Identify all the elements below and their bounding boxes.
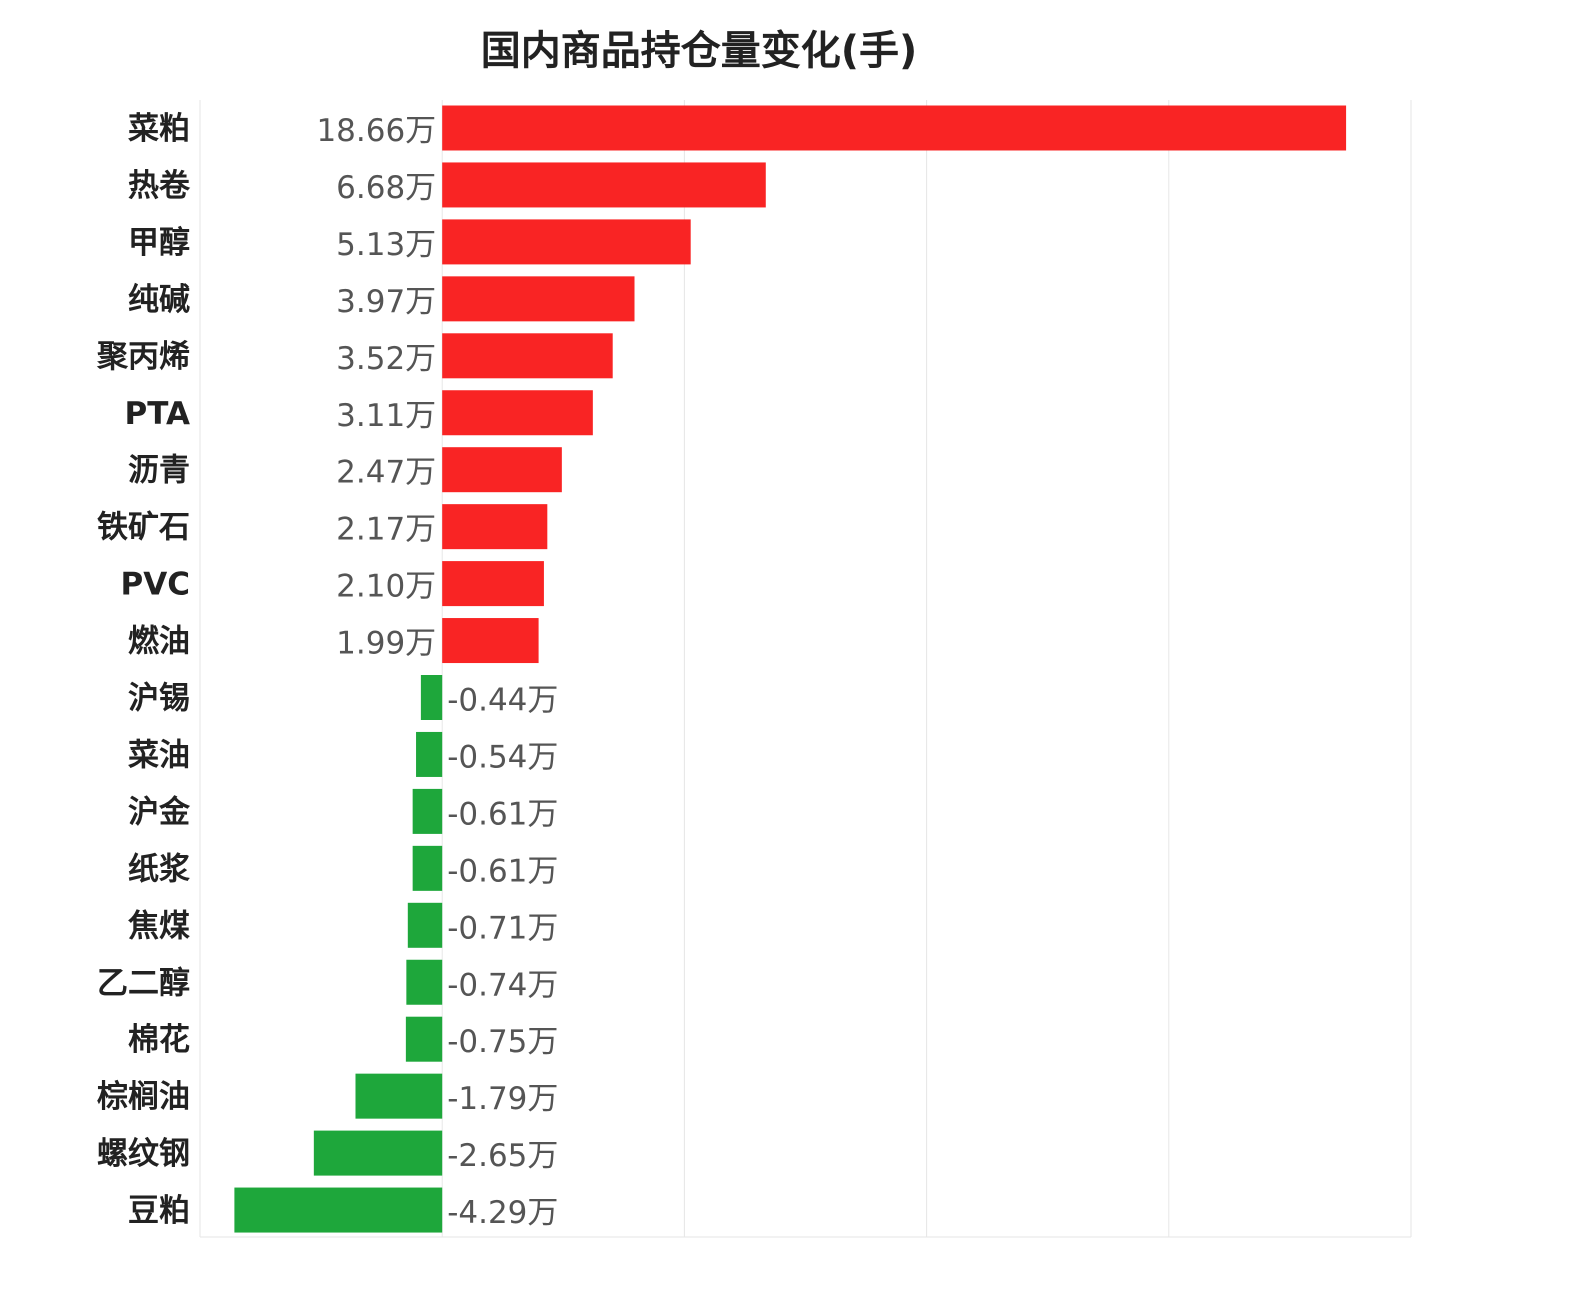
bar — [442, 105, 1347, 151]
bar — [442, 561, 544, 607]
category-label: 菜油 — [128, 737, 190, 773]
bar — [313, 1130, 443, 1176]
bar — [442, 618, 539, 664]
category-label: 沪锡 — [128, 681, 190, 717]
bar — [405, 1016, 443, 1062]
value-label: -0.54万 — [447, 739, 558, 775]
bar — [234, 1187, 443, 1233]
category-label: 螺纹钢 — [97, 1136, 190, 1172]
bar — [442, 333, 613, 379]
bars — [234, 105, 1347, 1233]
value-label: 2.47万 — [336, 455, 436, 491]
bar — [412, 845, 443, 891]
value-label: -2.65万 — [447, 1138, 558, 1174]
category-label: 豆粕 — [128, 1193, 190, 1229]
category-label: 铁矿石 — [97, 510, 190, 546]
category-label: 燃油 — [128, 624, 190, 660]
value-label: -1.79万 — [447, 1081, 558, 1117]
bar — [420, 675, 443, 720]
value-label: -0.44万 — [447, 683, 558, 719]
category-label: 沥青 — [128, 453, 190, 489]
value-label: -0.74万 — [447, 967, 558, 1003]
category-label: 棉花 — [128, 1022, 190, 1058]
value-label: -0.71万 — [447, 910, 558, 946]
gridlines — [199, 100, 1412, 1238]
category-label: 聚丙烯 — [96, 339, 190, 375]
category-label: 沪金 — [128, 794, 191, 830]
value-label: 1.99万 — [336, 626, 436, 662]
value-label: -0.75万 — [447, 1024, 558, 1060]
category-label: 甲醇 — [128, 225, 190, 261]
value-label: 18.66万 — [316, 113, 436, 149]
category-label: 纯碱 — [128, 282, 190, 318]
category-label: 菜粕 — [128, 111, 190, 147]
bar — [442, 447, 562, 493]
bar — [406, 959, 443, 1005]
value-label: 5.13万 — [336, 227, 436, 263]
bar — [442, 276, 635, 322]
bar — [442, 219, 691, 265]
category-label: 棕榈油 — [97, 1079, 190, 1115]
category-label: 焦煤 — [128, 908, 190, 944]
value-label: 3.11万 — [336, 398, 436, 434]
value-label: -4.29万 — [447, 1195, 558, 1231]
category-label: 热卷 — [128, 168, 191, 204]
value-label: 2.17万 — [336, 512, 436, 548]
category-label: PTA — [125, 396, 190, 432]
value-label: 6.68万 — [336, 170, 436, 206]
bar — [442, 390, 593, 436]
value-label: 2.10万 — [336, 569, 436, 605]
category-label: 乙二醇 — [97, 965, 190, 1001]
category-label: PVC — [121, 567, 190, 603]
value-label: -0.61万 — [447, 796, 558, 832]
value-label: -0.61万 — [447, 853, 558, 889]
bar — [407, 902, 443, 948]
value-label: 3.52万 — [336, 341, 436, 377]
bar — [355, 1073, 443, 1119]
category-label: 纸浆 — [128, 851, 190, 887]
bar — [442, 504, 548, 550]
bar — [442, 162, 766, 208]
value-label: 3.97万 — [336, 284, 436, 320]
bar — [416, 731, 443, 777]
chart-title: 国内商品持仓量变化(手) — [480, 28, 918, 74]
bar — [412, 788, 443, 834]
